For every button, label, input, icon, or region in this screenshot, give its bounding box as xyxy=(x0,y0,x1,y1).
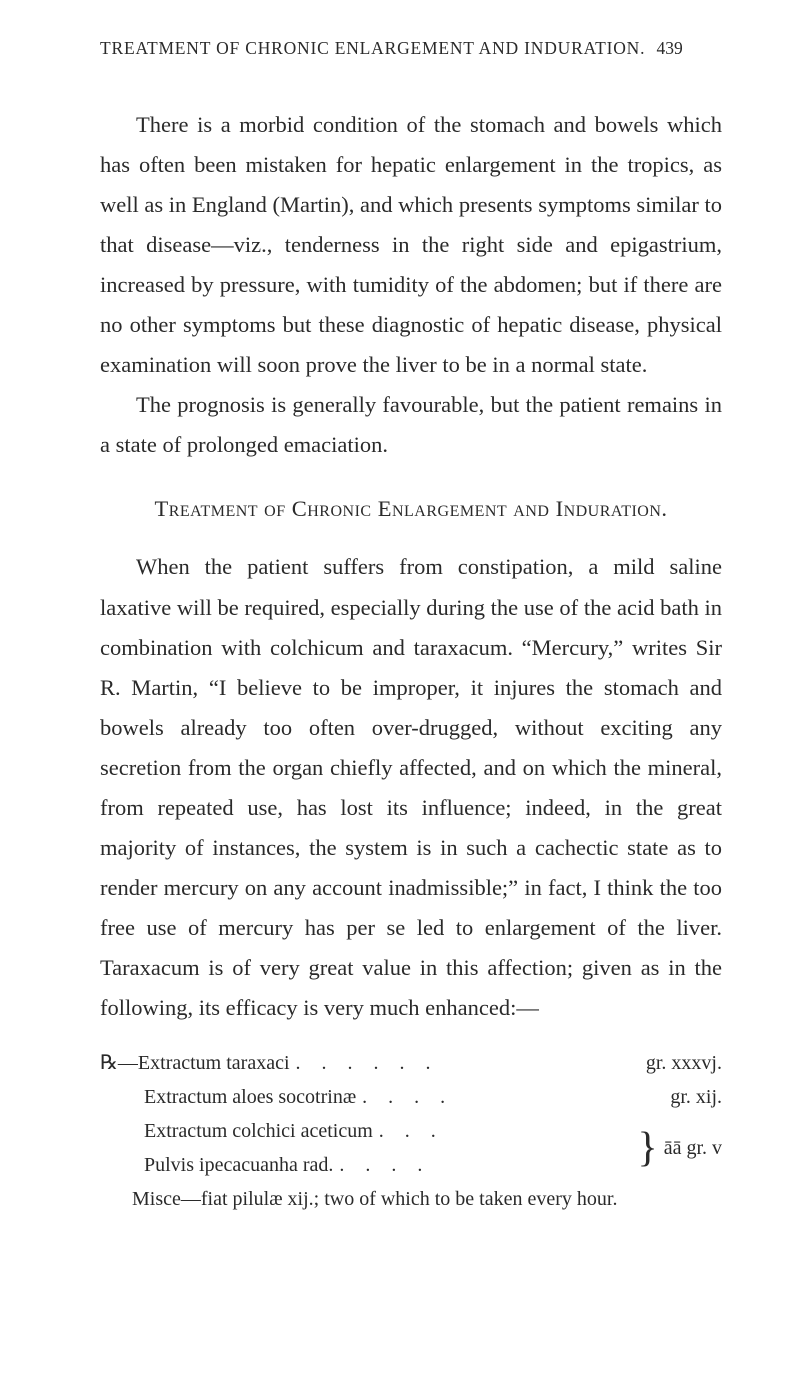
body-text: There is a morbid condition of the stoma… xyxy=(100,105,722,1216)
rx-label: Extractum colchici aceticum xyxy=(144,1114,373,1148)
rx-closing: Misce—fiat pilulæ xij.; two of which to … xyxy=(100,1182,722,1216)
rx-qty: gr. xxxvj. xyxy=(646,1046,722,1080)
rx-brace-rows: Extractum colchici aceticum . . . Pulvis… xyxy=(100,1114,636,1182)
rx-leader-dots: . . . xyxy=(373,1114,636,1148)
brace-icon: } xyxy=(636,1114,664,1182)
running-head: TREATMENT OF CHRONIC ENLARGEMENT AND IND… xyxy=(100,38,722,59)
rx-line-2: Extractum aloes socotrinæ . . . . gr. xi… xyxy=(100,1080,722,1114)
rx-qty: gr. xij. xyxy=(670,1080,722,1114)
paragraph-2: The prognosis is generally favourable, b… xyxy=(100,385,722,465)
paragraph-1: There is a morbid condition of the stoma… xyxy=(100,105,722,385)
rx-label: ℞—Extractum taraxaci xyxy=(100,1046,290,1080)
paragraph-3: When the patient suffers from constipati… xyxy=(100,547,722,1028)
rx-leader-dots: . . . . . . xyxy=(290,1046,646,1080)
rx-label: Extractum aloes socotrinæ xyxy=(144,1080,356,1114)
rx-line-4: Pulvis ipecacuanha rad. . . . . xyxy=(100,1148,636,1182)
rx-line-3: Extractum colchici aceticum . . . xyxy=(100,1114,636,1148)
page-number: 439 xyxy=(656,38,682,58)
rx-leader-dots: . . . . xyxy=(356,1080,670,1114)
rx-label: Pulvis ipecacuanha rad. xyxy=(144,1148,333,1182)
page: TREATMENT OF CHRONIC ENLARGEMENT AND IND… xyxy=(0,0,800,1396)
rx-leader-dots: . . . . xyxy=(333,1148,635,1182)
rx-braced-group: Extractum colchici aceticum . . . Pulvis… xyxy=(100,1114,722,1182)
running-head-text: TREATMENT OF CHRONIC ENLARGEMENT AND IND… xyxy=(100,38,645,58)
rx-brace-qty: āā gr. v xyxy=(664,1114,722,1182)
prescription-block: ℞—Extractum taraxaci . . . . . . gr. xxx… xyxy=(100,1046,722,1216)
section-heading: Treatment of Chronic Enlargement and Ind… xyxy=(100,489,722,529)
rx-line-1: ℞—Extractum taraxaci . . . . . . gr. xxx… xyxy=(100,1046,722,1080)
